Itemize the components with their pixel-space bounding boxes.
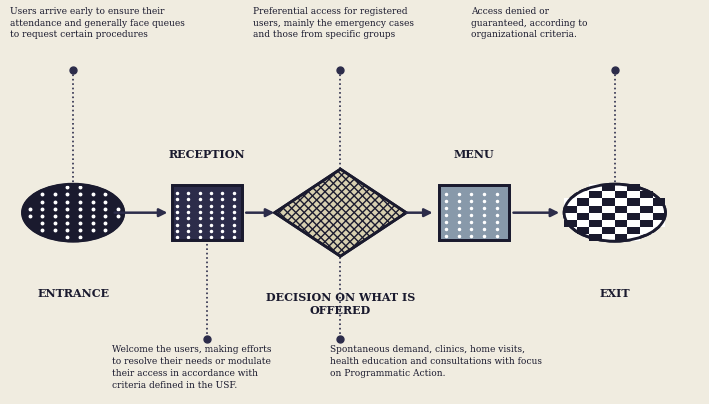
Bar: [577, 206, 589, 213]
Bar: [564, 213, 577, 220]
Bar: [564, 206, 577, 213]
Bar: [615, 213, 627, 220]
Text: Welcome the users, making efforts
to resolve their needs or modulate
their acces: Welcome the users, making efforts to res…: [112, 345, 272, 390]
Bar: [589, 198, 602, 206]
Text: Preferential access for registered
users, mainly the emergency cases
and those f: Preferential access for registered users…: [252, 7, 413, 39]
FancyBboxPatch shape: [172, 185, 242, 240]
Bar: [439, 185, 509, 240]
Circle shape: [564, 184, 666, 241]
Bar: [627, 184, 640, 191]
Bar: [589, 184, 602, 191]
Bar: [627, 220, 640, 227]
Bar: [640, 213, 653, 220]
Bar: [589, 206, 602, 213]
Bar: [602, 227, 615, 234]
Bar: [653, 213, 666, 220]
Bar: [577, 198, 589, 206]
Bar: [627, 198, 640, 206]
Bar: [602, 184, 615, 191]
Bar: [627, 234, 640, 241]
Bar: [653, 198, 666, 206]
Bar: [602, 220, 615, 227]
Bar: [627, 227, 640, 234]
Bar: [602, 198, 615, 206]
Text: DECISION ON WHAT IS
OFFERED: DECISION ON WHAT IS OFFERED: [266, 292, 415, 316]
Text: ENTRANCE: ENTRANCE: [37, 288, 109, 299]
Bar: [615, 227, 627, 234]
Bar: [439, 185, 509, 240]
Bar: [627, 213, 640, 220]
Bar: [627, 191, 640, 198]
Bar: [615, 184, 627, 191]
Text: Users arrive early to ensure their
attendance and generally face queues
to reque: Users arrive early to ensure their atten…: [10, 7, 184, 39]
Bar: [640, 206, 653, 213]
Text: MENU: MENU: [454, 149, 494, 160]
Bar: [589, 191, 602, 198]
Bar: [615, 206, 627, 213]
Bar: [627, 206, 640, 213]
Bar: [589, 234, 602, 241]
Bar: [615, 234, 627, 241]
Bar: [615, 198, 627, 206]
Bar: [577, 191, 589, 198]
Bar: [602, 234, 615, 241]
Bar: [589, 220, 602, 227]
Text: RECEPTION: RECEPTION: [169, 149, 245, 160]
Bar: [602, 213, 615, 220]
Text: Spontaneous demand, clinics, home visits,
health education and consultations wit: Spontaneous demand, clinics, home visits…: [330, 345, 542, 378]
Bar: [615, 191, 627, 198]
Polygon shape: [274, 169, 406, 256]
Bar: [564, 220, 577, 227]
Bar: [589, 227, 602, 234]
Bar: [589, 213, 602, 220]
Bar: [640, 191, 653, 198]
Bar: [577, 213, 589, 220]
Bar: [640, 220, 653, 227]
Bar: [653, 206, 666, 213]
Text: Access denied or
guaranteed, according to
organizational criteria.: Access denied or guaranteed, according t…: [471, 7, 587, 39]
Bar: [172, 185, 242, 240]
Bar: [564, 198, 577, 206]
Circle shape: [23, 184, 124, 241]
Bar: [602, 191, 615, 198]
Bar: [640, 198, 653, 206]
Text: EXIT: EXIT: [600, 288, 630, 299]
Bar: [615, 220, 627, 227]
Bar: [640, 227, 653, 234]
Bar: [653, 220, 666, 227]
Bar: [602, 206, 615, 213]
Bar: [577, 227, 589, 234]
Bar: [577, 220, 589, 227]
